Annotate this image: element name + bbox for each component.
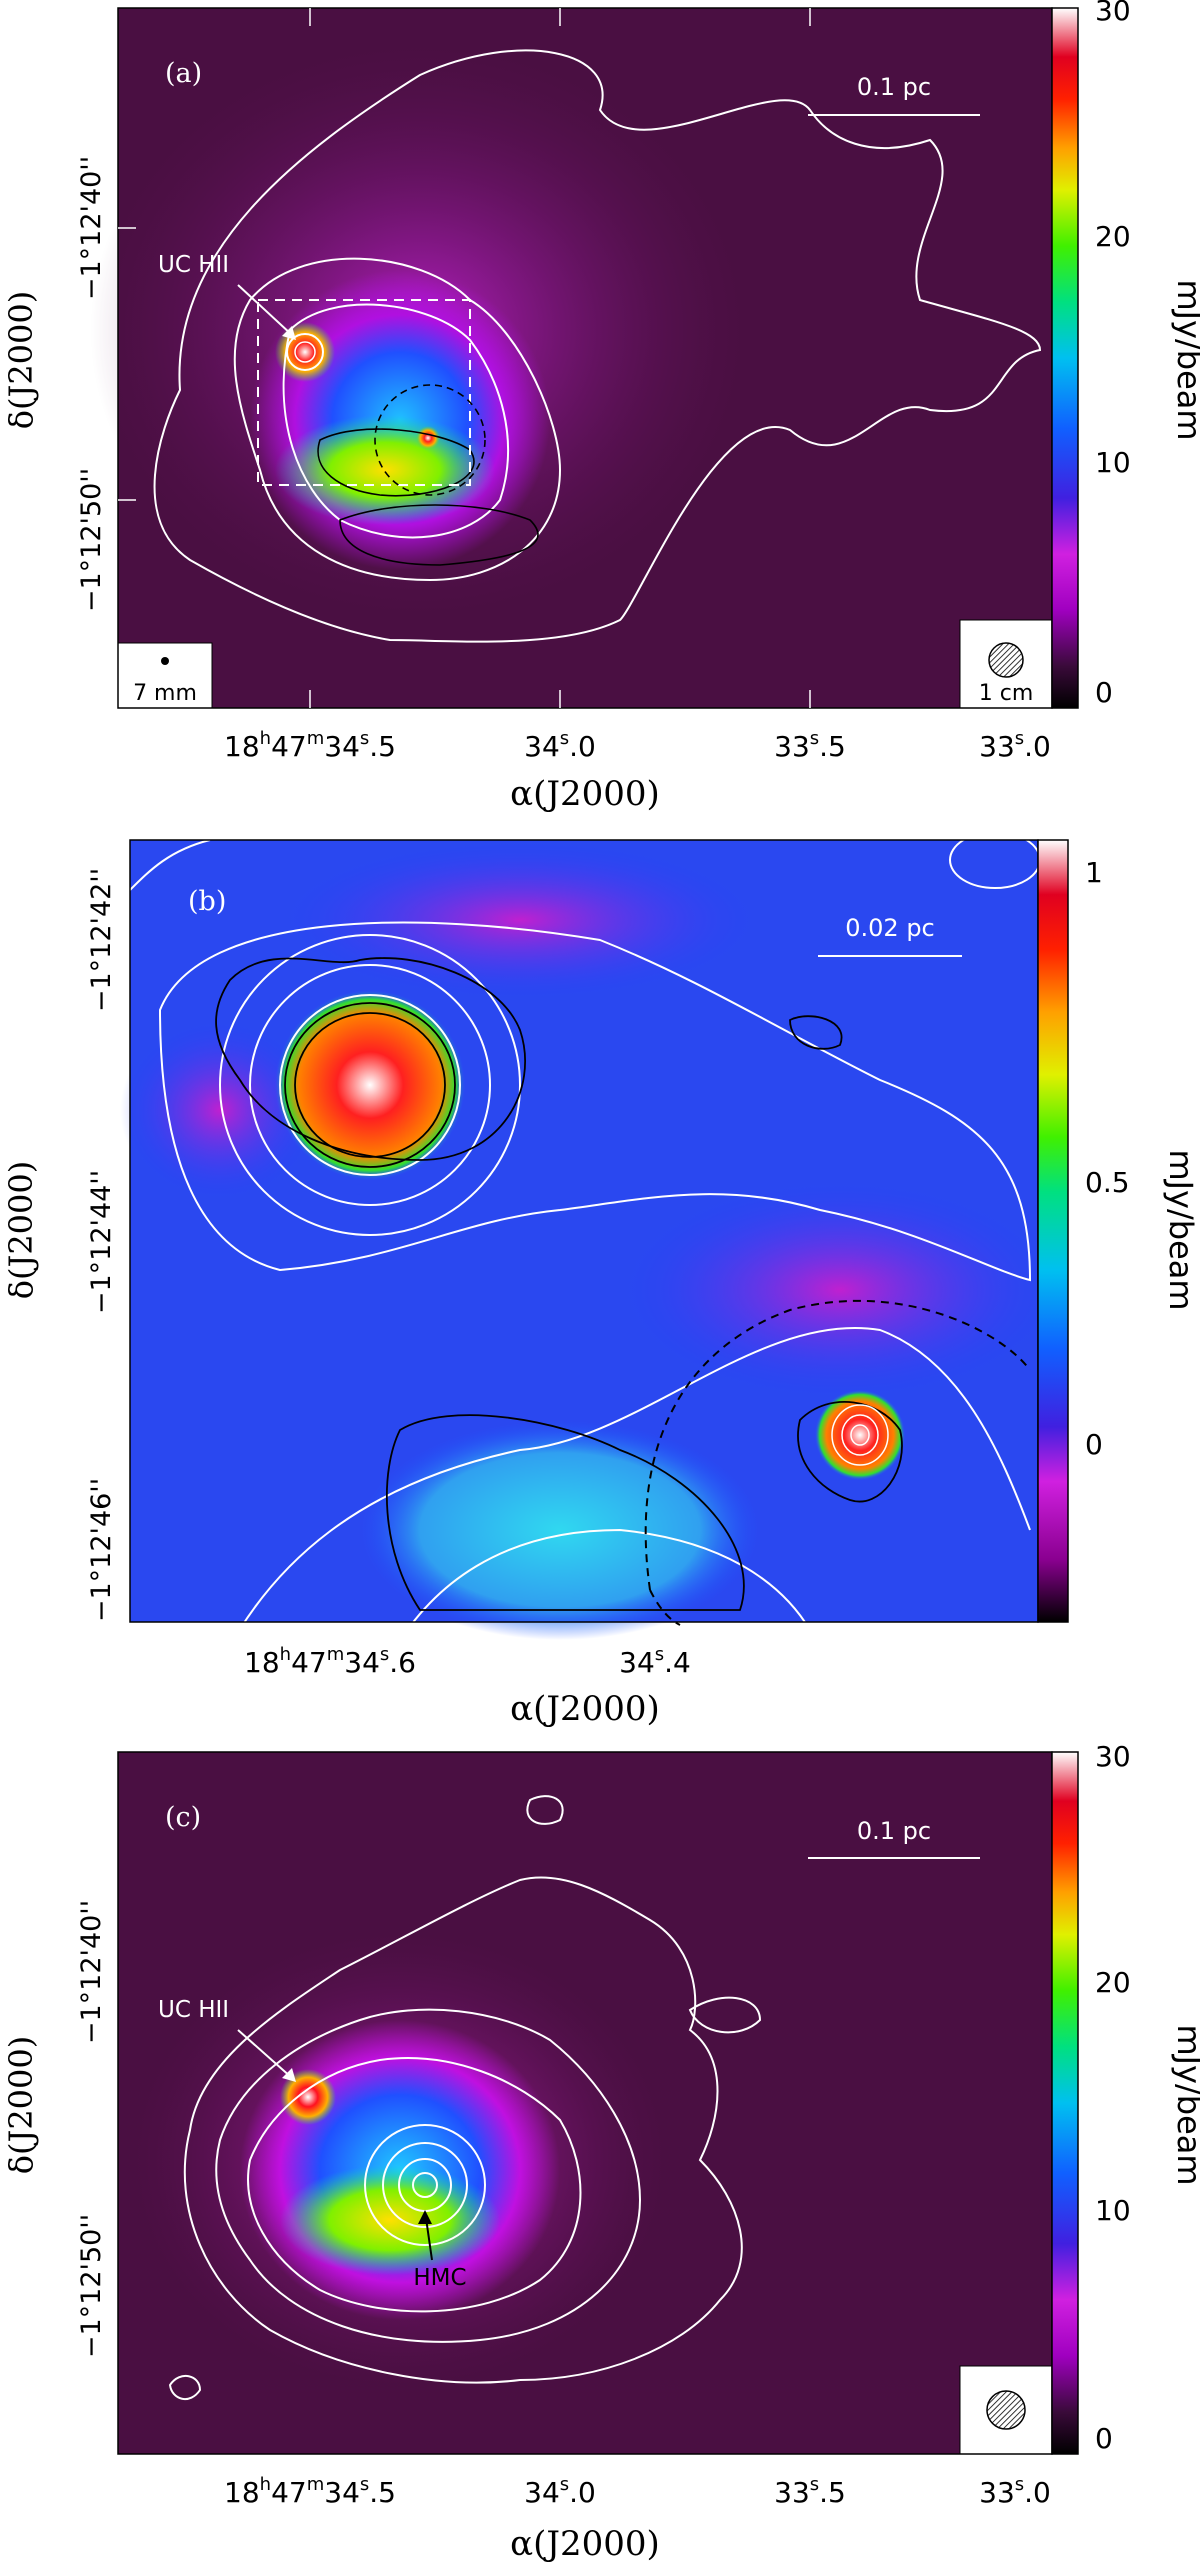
- y-tick-1: −1°12'44'': [86, 1170, 117, 1314]
- colorbar: [1051, 1751, 1079, 2455]
- hmc-source: [416, 426, 440, 450]
- panel-letter: (c): [165, 1802, 201, 1833]
- scale-bar-label: 0.02 pc: [845, 914, 935, 942]
- y-tick-0: −1°12'42'': [86, 868, 117, 1012]
- cbar-tick-30: 30: [1095, 0, 1131, 27]
- x-tick-1: 34s.0: [524, 728, 596, 763]
- panel-letter: (a): [165, 58, 202, 89]
- beam-hatched: [986, 2390, 1026, 2430]
- x-tick-2: 33s.5: [774, 728, 846, 763]
- white-contours: [129, 831, 1041, 1711]
- black-contours: [215, 957, 903, 1611]
- y-tick-1: −1°12'50'': [76, 468, 107, 612]
- x-tick-main: 18h47m34s.5: [224, 2474, 396, 2509]
- beam-hatched: [988, 642, 1024, 678]
- contour-uchii-inner: [294, 341, 316, 363]
- x-tick-3: 33s.0: [979, 728, 1051, 763]
- x-axis-label: α(J2000): [510, 2524, 660, 2564]
- dashed-ellipse: [374, 384, 486, 496]
- panel-c: (c) 0.1 pc UC HII HMC 0 10 20 30 mJy/bea…: [2, 1740, 1200, 2564]
- panel-b: (b) 0.02 pc 0 0.5 1 mJy/beam −1°12'42'' …: [2, 831, 1200, 1729]
- x-tick-main: 18h47m34s.6: [244, 1644, 416, 1679]
- contour-outer: [153, 49, 1042, 643]
- cbar-tick-10: 10: [1095, 2194, 1131, 2227]
- beam-dot: [161, 657, 169, 665]
- cbar-tick-05: 0.5: [1085, 1166, 1130, 1199]
- cbar-tick-20: 20: [1095, 220, 1131, 253]
- y-tick-2: −1°12'46'': [86, 1478, 117, 1622]
- hmc-arrow: [425, 2217, 433, 2261]
- x-axis-label: α(J2000): [510, 1689, 660, 1729]
- colorbar: [1051, 7, 1079, 709]
- x-tick-2: 33s.5: [774, 2474, 846, 2509]
- contour-uchii: [286, 333, 324, 371]
- cbar-label: mJy/beam: [1170, 279, 1200, 440]
- cbar-tick-1: 1: [1085, 856, 1103, 889]
- zoom-box: [257, 299, 471, 486]
- uchii-source: [280, 2069, 336, 2125]
- y-tick-0: −1°12'40'': [76, 156, 107, 300]
- x-tick-1: 34s.4: [619, 1644, 691, 1679]
- uchii-label: UC HII: [158, 1997, 229, 2023]
- hmc-label: HMC: [413, 2265, 466, 2291]
- magenta-patch-2: [280, 840, 760, 1000]
- cbar-tick-0: 0: [1095, 2422, 1113, 2455]
- cyan-region: [360, 1420, 760, 1640]
- uchii-label: UC HII: [158, 252, 229, 278]
- y-axis-label: δ(J2000): [2, 1161, 40, 1300]
- scale-bar-label: 0.1 pc: [857, 1817, 931, 1845]
- uchii-core: [275, 990, 465, 1180]
- panel-a: (a) 0.1 pc UC HII 7 mm 1 cm 0 10 20 30 m…: [2, 0, 1200, 814]
- cbar-label: mJy/beam: [1170, 2024, 1200, 2185]
- cbar-tick-20: 20: [1095, 1966, 1131, 1999]
- cbar-tick-0: 0: [1095, 676, 1113, 709]
- magenta-patch-3: [120, 1020, 320, 1200]
- uchii-arrow: [237, 284, 293, 336]
- contour-black-ridge: [317, 428, 475, 497]
- contour-black-lower: [339, 504, 539, 566]
- x-tick-3: 33s.0: [979, 2474, 1051, 2509]
- y-axis-label: δ(J2000): [2, 2036, 40, 2175]
- contour-inner: [282, 303, 510, 539]
- hmc-arrowhead: [418, 2210, 432, 2224]
- dashed-ellipse: [644, 1299, 1031, 1591]
- cbar-tick-0: 0: [1085, 1428, 1103, 1461]
- cbar-label: mJy/beam: [1162, 1149, 1200, 1310]
- ticks-top: [118, 8, 811, 708]
- scale-bar-label: 0.1 pc: [857, 73, 931, 101]
- x-axis-label: α(J2000): [510, 774, 660, 814]
- colorbar: [1037, 839, 1069, 1623]
- emission-ridge: [280, 2165, 500, 2275]
- emission-ridge: [275, 415, 495, 525]
- panel-letter: (b): [188, 886, 226, 917]
- x-tick-1: 34s.0: [524, 2474, 596, 2509]
- uchii-arrowhead: [282, 2068, 296, 2082]
- beam-left-label: 7 mm: [133, 681, 197, 706]
- beam-right-label: 1 cm: [979, 681, 1034, 706]
- y-axis-label: δ(J2000): [2, 291, 40, 430]
- uchii-arrowhead: [282, 326, 296, 340]
- uchii-arrow: [237, 2029, 293, 2079]
- cbar-tick-10: 10: [1095, 446, 1131, 479]
- hmc-contours: [831, 1404, 889, 1466]
- cbar-tick-30: 30: [1095, 1740, 1131, 1773]
- y-tick-1: −1°12'50'': [76, 2214, 107, 2358]
- magenta-patch-1: [620, 1180, 1060, 1400]
- dashed-ellipse-lower: [649, 1589, 681, 1626]
- white-contours: [168, 1795, 762, 2400]
- y-tick-0: −1°12'40'': [76, 1900, 107, 2044]
- x-tick-main: 18h47m34s.5: [224, 728, 396, 763]
